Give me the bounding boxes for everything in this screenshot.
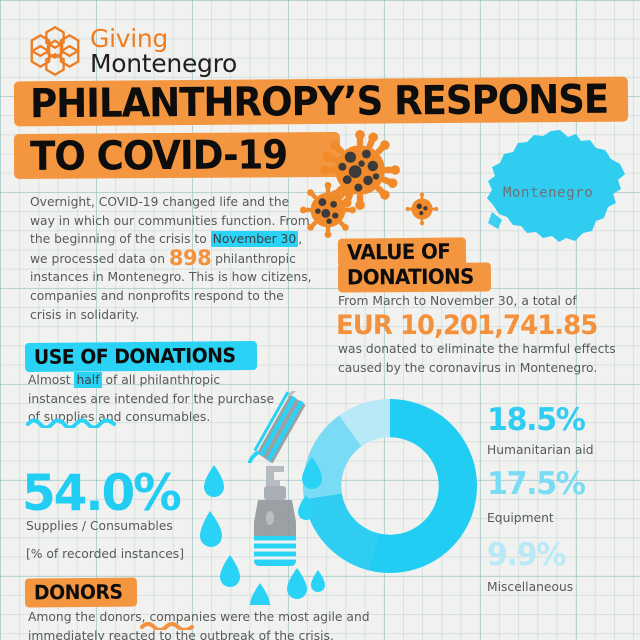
value-outro-text: was donated to eliminate the harmful eff…: [338, 342, 616, 375]
headline-line-1: PHILANTHROPY’S RESPONSE: [29, 76, 609, 127]
legend-value-miscellaneous: 9.9%: [487, 537, 566, 573]
surgical-mask-icon: [247, 391, 306, 463]
section-title-donors: DONORS: [24, 577, 138, 608]
brand-logo[interactable]: Giving Montenegro: [28, 24, 237, 78]
value-intro-text: From March to November 30, a total of: [338, 294, 577, 308]
montenegro-map-icon: [487, 130, 625, 242]
intro-text-part-3: philanthropic instances in Montenegro. T…: [30, 251, 312, 322]
intro-instance-count: 898: [168, 245, 212, 270]
intro-text-part-1: Overnight, COVID-19 changed life and the…: [30, 195, 310, 247]
headline-line-2: TO COVID-19: [29, 131, 288, 180]
brand-wordmark: Giving Montenegro: [90, 23, 238, 78]
legend-label-miscellaneous: Miscellaneous: [487, 580, 574, 594]
headline-band-1: PHILANTHROPY’S RESPONSE: [13, 76, 629, 127]
hand-sanitizer-pump-bottle-icon: [254, 466, 296, 566]
coronavirus-particle-icon: [405, 192, 439, 226]
donors-copy-line-2: and immediately reacted to the outbreak …: [28, 610, 370, 640]
donut-slice: Supplies / Consumables 54.0%: [368, 399, 477, 573]
brand-line-2: Montenegro: [90, 48, 238, 78]
legend-value-equipment: 17.5%: [487, 466, 586, 502]
use-of-donations-paragraph: Almost half of all philanthropic instanc…: [28, 371, 278, 427]
giving-montenegro-hex-flower-logo-icon: [30, 25, 80, 77]
donut-slice: Miscellaneous 9.9%: [339, 399, 390, 447]
donors-paragraph: Among the donors, companies were the mos…: [28, 608, 428, 640]
featured-stat-label: Supplies / Consumables: [26, 519, 173, 533]
squiggle-underline-icon: [26, 418, 116, 428]
featured-stat-value: 54.0%: [22, 464, 182, 522]
section-title-value-of-donations-line-2: DONATIONS: [337, 262, 491, 293]
legend-value-humanitarian-aid: 18.5%: [487, 402, 586, 438]
use-text-part-1: Almost: [28, 373, 75, 387]
use-half-highlight: half: [74, 372, 102, 388]
featured-stat-note: [% of recorded instances]: [26, 547, 185, 561]
squiggle-underline-icon: [140, 622, 194, 630]
use-title-text: USE OF DONATIONS: [33, 343, 236, 369]
legend-label-humanitarian-aid: Humanitarian aid: [487, 443, 594, 457]
total-donation-amount: EUR 10,201,741.85: [336, 310, 598, 341]
brand-line-1: Giving: [90, 23, 168, 53]
section-title-use-of-donations: USE OF DONATIONS: [24, 340, 258, 373]
donors-copy-line-1: Among the donors, companies were the mos…: [28, 610, 343, 624]
coronavirus-particle-icon: [300, 182, 356, 238]
value-title-text-2: DONATIONS: [346, 264, 474, 290]
use-text-part-2: of all philanthropic instances are inten…: [28, 373, 275, 425]
donors-title-text: DONORS: [33, 579, 123, 605]
legend-label-equipment: Equipment: [487, 511, 554, 525]
coronavirus-particle-icon: [320, 130, 400, 210]
intro-text-part-2: , we processed data on: [30, 232, 303, 266]
donut-slice: Humanitarian aid 18.5%: [304, 493, 378, 571]
intro-paragraph: Overnight, COVID-19 changed life and the…: [30, 193, 312, 324]
water-droplet-icon: [287, 568, 325, 599]
headline-band-2: TO COVID-19: [13, 131, 341, 180]
value-title-text-1: VALUE OF: [346, 239, 451, 265]
map-label: Montenegro: [503, 185, 594, 201]
intro-date-highlight: November 30: [210, 231, 299, 248]
water-droplet-icon: [200, 457, 322, 605]
